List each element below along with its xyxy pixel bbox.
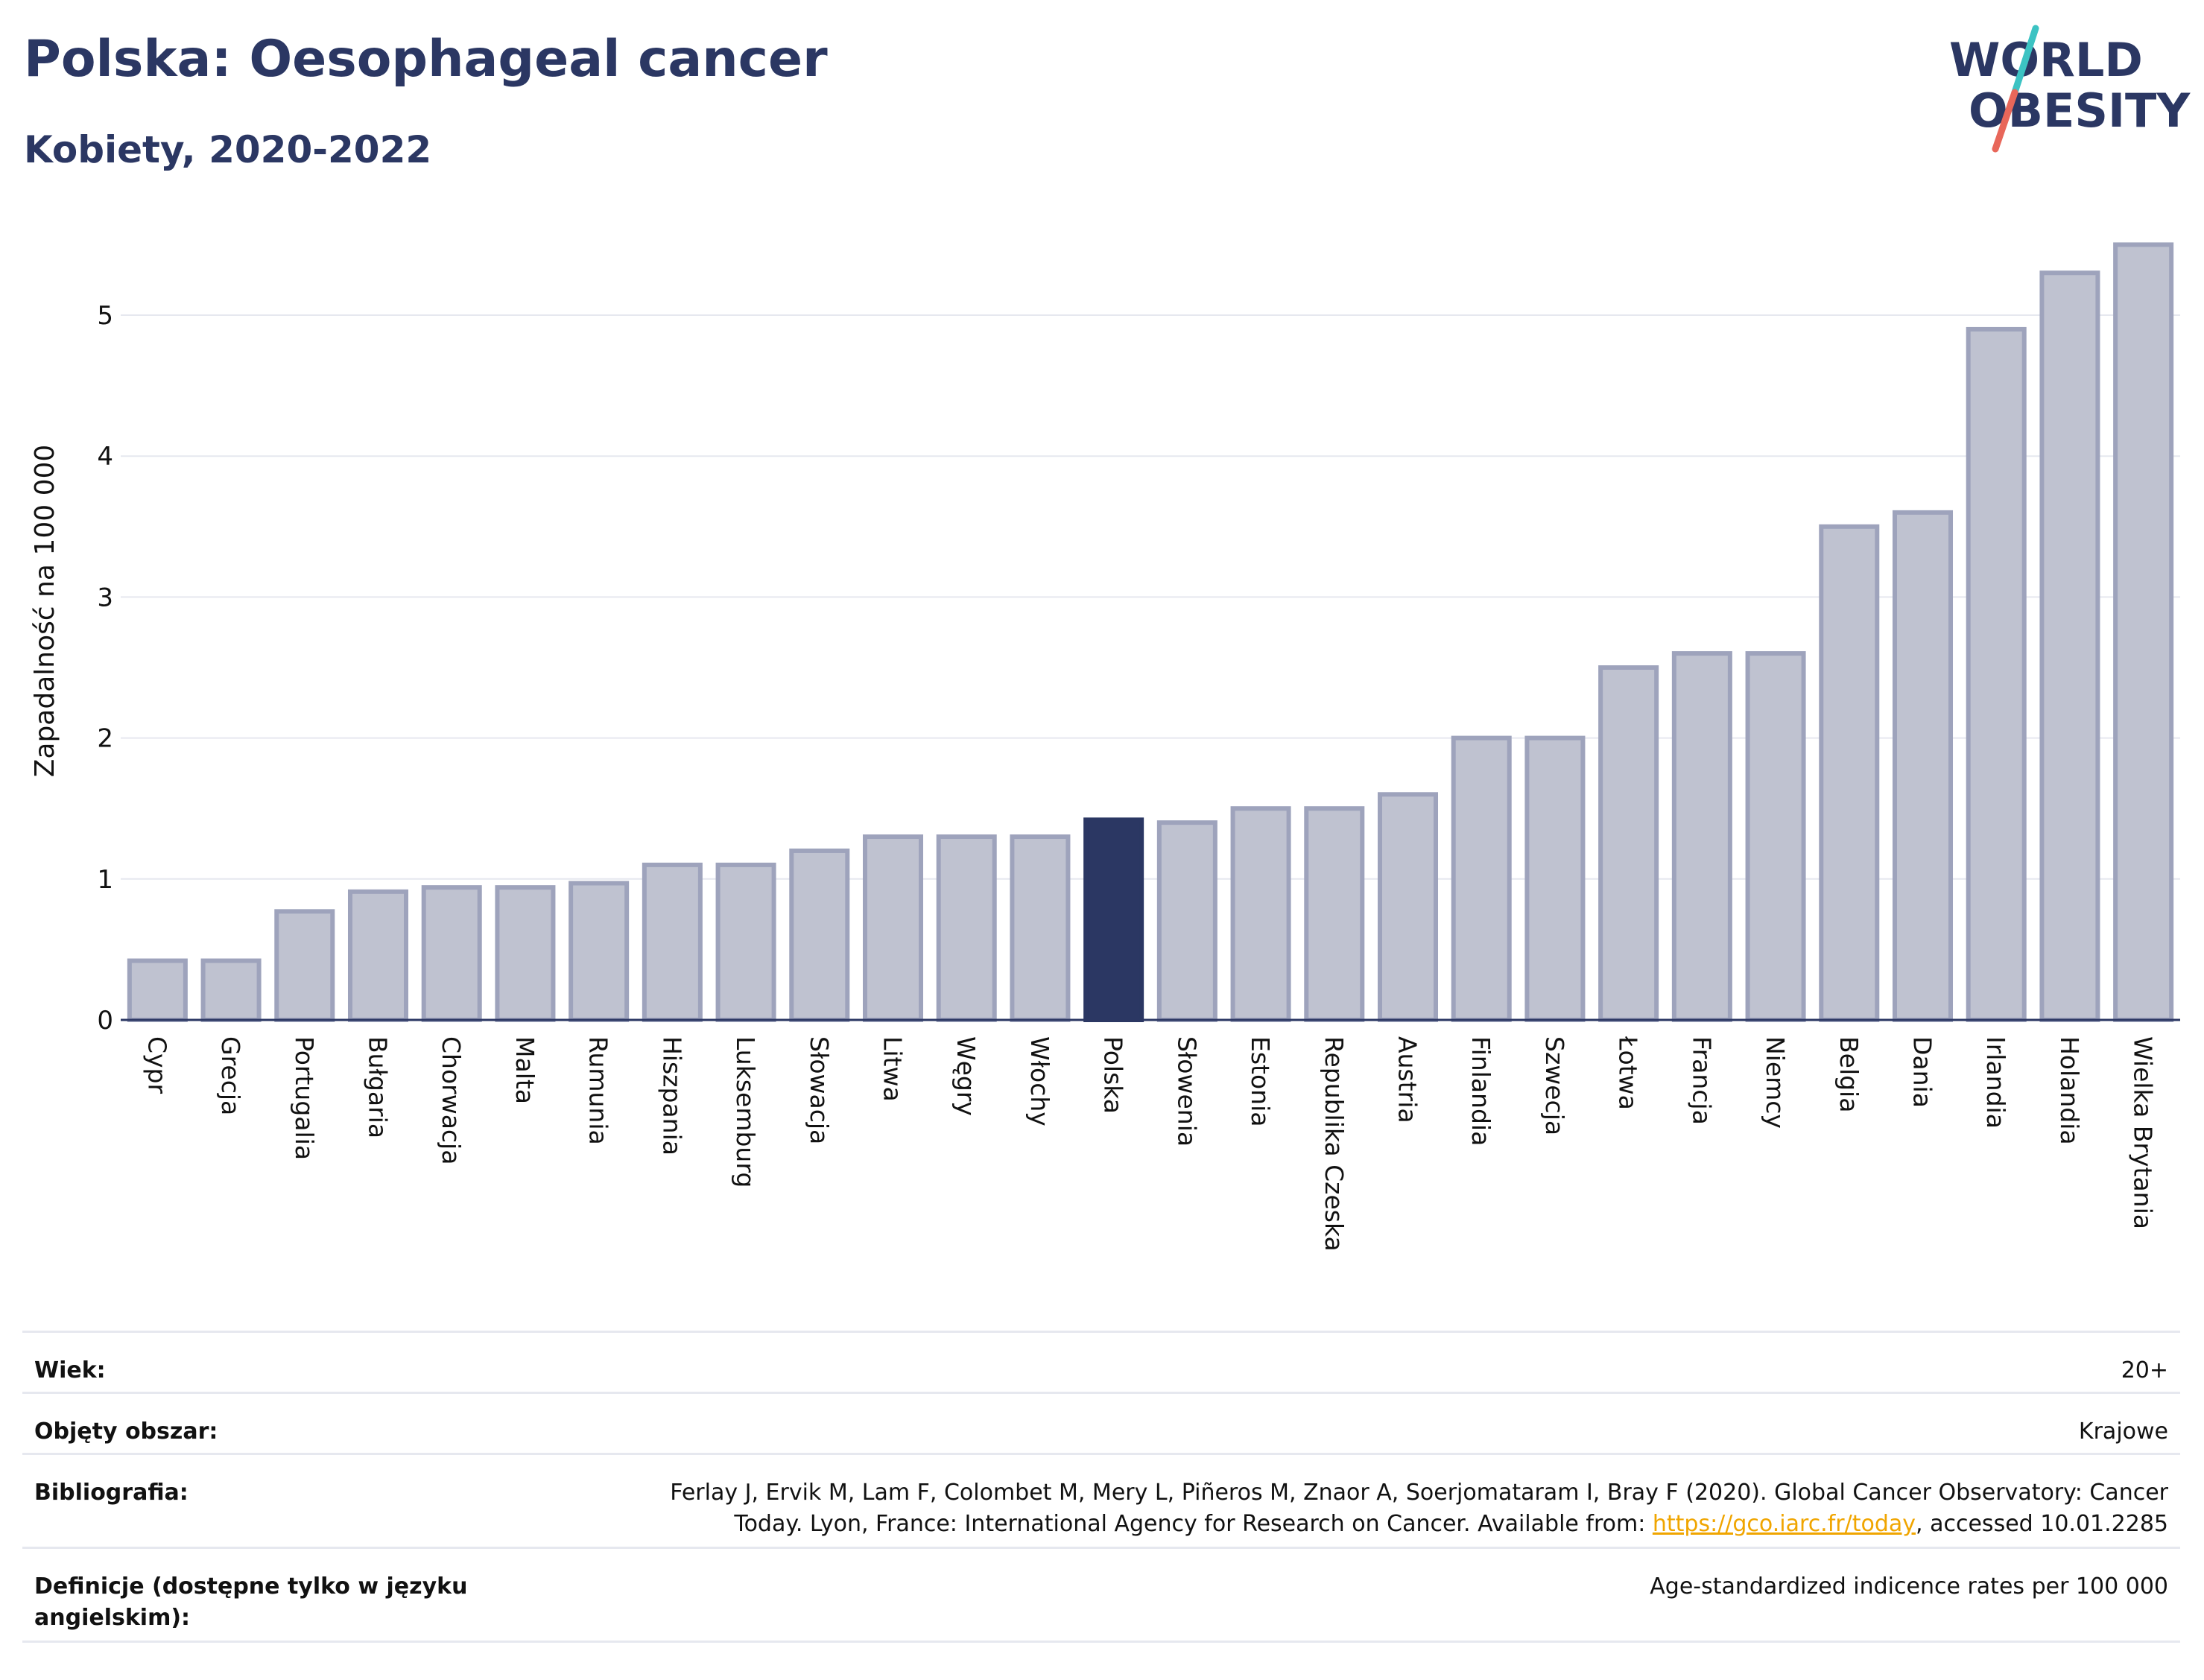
x-tick-label: Irlandia <box>1981 1036 2010 1129</box>
x-tick-label: Niemcy <box>1761 1036 1790 1129</box>
x-tick-label: Słowenia <box>1172 1036 1201 1147</box>
info-value-definitions: Age-standardized indicence rates per 100… <box>1650 1573 2168 1600</box>
x-tick-label: Dania <box>1908 1036 1937 1108</box>
bar <box>1451 735 1512 1022</box>
x-tick-label: Szwecja <box>1540 1036 1569 1135</box>
y-tick-label: 5 <box>97 301 113 331</box>
x-tick-label: Polska <box>1099 1036 1128 1114</box>
bibliography-line2-post: , accessed 10.01.2285 <box>1916 1511 2168 1537</box>
bar <box>1892 510 1954 1022</box>
chart-title: Polska: Oesophageal cancer <box>24 30 828 89</box>
bar <box>127 958 188 1023</box>
bar <box>789 848 850 1023</box>
info-row-bibliography: Bibliografia: Ferlay J, Ervik M, Lam F, … <box>22 1454 2180 1548</box>
bar <box>936 834 997 1022</box>
x-tick-label: Republika Czeska <box>1320 1036 1349 1252</box>
definitions-label-line1: Definicje (dostępne tylko w języku <box>34 1573 468 1600</box>
bars <box>127 242 2174 1023</box>
info-label-bibliography: Bibliografia: <box>34 1480 189 1506</box>
info-label-definitions: Definicje (dostępne tylko w języku angie… <box>22 1548 511 1642</box>
bar <box>347 889 409 1022</box>
bar <box>1598 665 1659 1022</box>
info-row-age: Wiek: 20+ <box>22 1331 2180 1393</box>
x-tick-label: Litwa <box>878 1036 908 1102</box>
y-axis-label: Zapadalność na 100 000 <box>30 445 60 778</box>
bibliography-link[interactable]: https://gco.iarc.fr/today <box>1652 1511 1916 1537</box>
x-tick-label: Grecja <box>216 1036 245 1115</box>
x-tick-labels: Cypr Grecja Portugalia Bułgaria Chorwacja Mal… <box>142 1036 2157 1252</box>
x-tick-label: Chorwacja <box>437 1036 466 1164</box>
x-tick-label: Austria <box>1393 1036 1422 1123</box>
logo-slash-teal <box>2011 25 2039 96</box>
info-label-age: Wiek: <box>34 1357 106 1383</box>
y-tick-label: 3 <box>97 583 113 612</box>
x-tick-label: Finlandia <box>1466 1036 1495 1146</box>
x-tick-label: Holandia <box>2055 1036 2084 1145</box>
x-tick-label: Portugalia <box>290 1036 319 1160</box>
bar <box>421 885 482 1022</box>
x-tick-label: Łotwa <box>1614 1036 1643 1110</box>
y-tick-label: 0 <box>97 1006 113 1036</box>
world-obesity-logo: WORLD OBESITY <box>1949 25 2191 153</box>
x-tick-label: Belgia <box>1834 1036 1863 1112</box>
bar <box>200 958 262 1023</box>
y-tick-label: 1 <box>97 865 113 895</box>
y-tick-label: 2 <box>97 724 113 754</box>
x-tick-label: Malta <box>510 1036 539 1104</box>
x-tick-label: Rumunia <box>584 1036 613 1145</box>
bar <box>1671 651 1732 1023</box>
bar <box>1819 524 1880 1022</box>
info-value-age: 20+ <box>2121 1357 2168 1383</box>
bar <box>1524 735 1586 1022</box>
bar <box>642 862 703 1022</box>
x-tick-label: Włochy <box>1025 1036 1054 1126</box>
bar <box>1010 834 1071 1022</box>
bar-highlighted <box>1083 817 1144 1022</box>
info-table: Wiek: 20+ Objęty obszar: Krajowe Bibliog… <box>22 1331 2180 1643</box>
definitions-label-line2: angielskim): <box>34 1605 191 1631</box>
bar <box>1156 820 1217 1022</box>
x-tick-label: Słowacja <box>805 1036 834 1144</box>
info-value-area: Krajowe <box>2078 1419 2168 1445</box>
bar <box>495 885 556 1022</box>
info-row-definitions: Definicje (dostępne tylko w języku angie… <box>22 1547 2180 1642</box>
y-tick-labels: 0 1 2 3 4 5 <box>97 301 113 1036</box>
bar <box>2113 242 2174 1022</box>
bar <box>569 881 630 1023</box>
x-tick-label: Estonia <box>1246 1036 1275 1126</box>
bar <box>715 862 776 1022</box>
x-tick-label: Hiszpania <box>657 1036 686 1156</box>
bar <box>1230 806 1291 1022</box>
info-row-area: Objęty obszar: Krajowe <box>22 1392 2180 1454</box>
bibliography-line2-pre: Today. Lyon, France: International Agenc… <box>734 1511 1653 1537</box>
x-tick-label: Luksemburg <box>731 1036 760 1188</box>
info-value-bibliography: Ferlay J, Ervik M, Lam F, Colombet M, Me… <box>511 1454 2180 1548</box>
bar <box>1966 326 2027 1023</box>
y-tick-label: 4 <box>97 442 113 472</box>
x-tick-label: Cypr <box>142 1036 171 1094</box>
chart-subtitle: Kobiety, 2020-2022 <box>24 128 432 171</box>
x-tick-label: Węgry <box>951 1036 981 1116</box>
logo-text-world: WORLD <box>1949 33 2143 87</box>
x-tick-label: Francja <box>1687 1036 1716 1125</box>
bar <box>2039 270 2100 1023</box>
info-label-area: Objęty obszar: <box>34 1419 218 1445</box>
bar <box>1377 792 1439 1023</box>
logo-slash-red <box>1992 89 2018 153</box>
bar-chart: 0 1 2 3 4 5 Cypr Grecja Portugalia Bułgaria Chorw… <box>30 242 2180 1252</box>
x-tick-label: Wielka Brytania <box>2129 1036 2158 1229</box>
bar <box>1745 651 1806 1023</box>
x-tick-label: Bułgaria <box>364 1036 393 1138</box>
bar <box>274 909 335 1022</box>
bar <box>1304 806 1365 1022</box>
bar <box>862 834 924 1022</box>
bibliography-line1: Ferlay J, Ervik M, Lam F, Colombet M, Me… <box>670 1480 2168 1506</box>
